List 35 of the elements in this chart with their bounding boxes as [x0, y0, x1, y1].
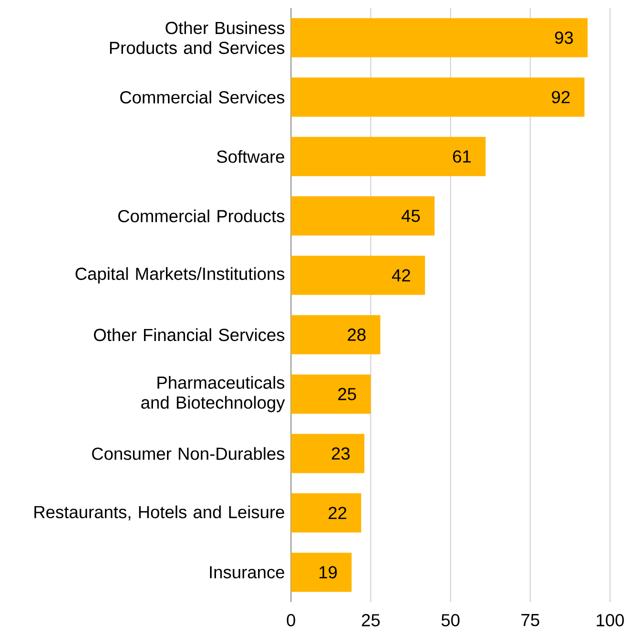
y-tick-label: Software — [216, 150, 284, 163]
data-label: 23 — [332, 447, 350, 460]
bar — [290, 315, 380, 354]
data-label: 42 — [392, 269, 410, 282]
bar — [290, 196, 434, 236]
data-label: 45 — [401, 210, 420, 222]
x-tick-label: 75 — [521, 614, 540, 626]
bar — [290, 136, 486, 176]
bar — [290, 493, 362, 533]
y-tick-label: Insurance — [210, 566, 284, 578]
y-tick-label: Commercial Services — [120, 90, 284, 104]
x-tick-label: 50 — [441, 614, 460, 626]
y-tick-label: Pharmaceuticals and Biotechnology — [141, 376, 285, 412]
data-label: 22 — [328, 506, 346, 519]
data-label: 28 — [348, 328, 366, 341]
data-label: 92 — [552, 90, 570, 104]
data-label: 61 — [452, 150, 471, 163]
bar — [290, 434, 364, 474]
data-label: 93 — [554, 32, 573, 44]
x-tick-label: 0 — [286, 614, 295, 626]
data-label: 25 — [338, 388, 356, 400]
y-tick-label: Other Financial Services — [94, 328, 284, 342]
y-tick-label: Commercial Products — [118, 210, 284, 222]
bar — [290, 78, 584, 117]
data-label: 19 — [319, 566, 337, 578]
bar — [290, 374, 371, 414]
bar — [290, 552, 352, 592]
bar — [290, 18, 588, 58]
x-tick-label: 25 — [362, 614, 380, 626]
y-tick-label: Capital Markets/Institutions — [75, 267, 284, 284]
y-tick-label: Restaurants, Hotels and Leisure — [34, 505, 284, 520]
y-tick-label: Other Business Products and Services — [110, 21, 284, 54]
x-tick-label: 100 — [596, 614, 624, 626]
bar — [290, 256, 425, 295]
y-tick-label: Consumer Non-Durables — [92, 447, 284, 460]
